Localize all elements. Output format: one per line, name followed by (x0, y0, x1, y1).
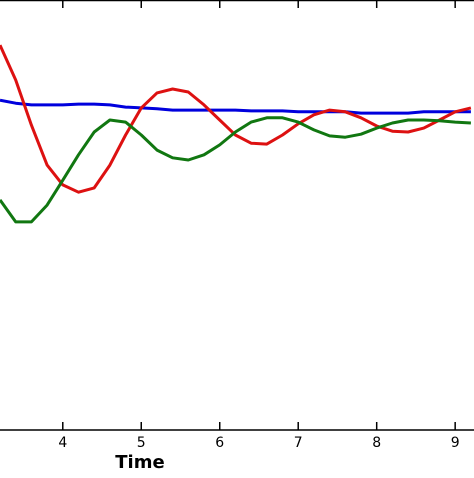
series-line (0, 116, 471, 224)
x-tick-label: 9 (451, 435, 460, 451)
x-tick-label: 7 (294, 435, 303, 451)
x-axis-label: Time (115, 452, 164, 473)
x-tick-label: 5 (137, 435, 146, 451)
x-tick-label: 4 (58, 435, 67, 451)
series-line (0, 98, 471, 115)
x-tick-label: 8 (372, 435, 381, 451)
series-line (0, 44, 472, 194)
x-tick-label: 6 (215, 435, 224, 451)
